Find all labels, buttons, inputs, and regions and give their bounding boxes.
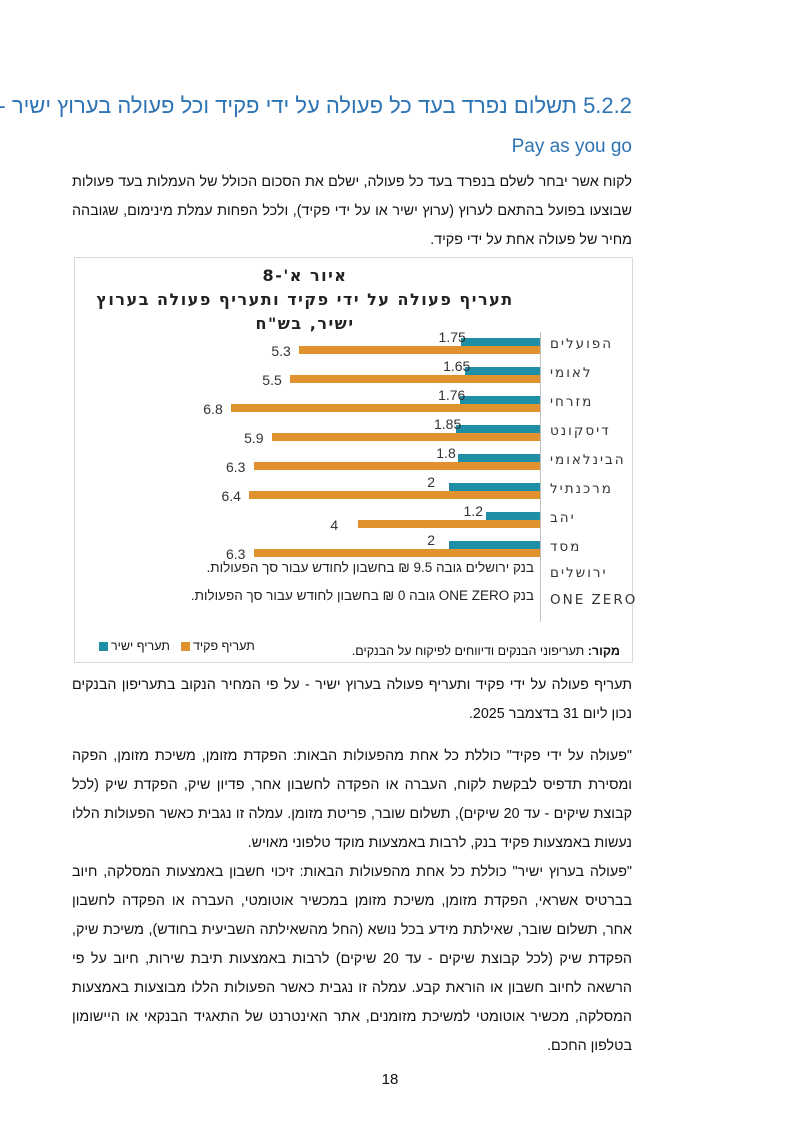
bar-chart: איור א'-8 תעריף פעולה על ידי פקיד ותעריף… [74, 257, 635, 663]
legend-item-direct: תעריף ישיר [99, 639, 170, 653]
data-label-direct: 2 [427, 532, 435, 548]
data-label-teller: 6.3 [225, 459, 246, 475]
bar-direct [485, 512, 540, 520]
source-label: מקור: [587, 644, 620, 658]
page-number: 18 [381, 1071, 399, 1088]
data-label-direct: 1.75 [438, 329, 466, 345]
data-label-teller: 5.5 [262, 372, 282, 388]
bar-direct [460, 338, 540, 346]
chart-note: בנק ירושלים גובה 9.5 ₪ בחשבון לחודש עבור… [206, 560, 535, 575]
data-label-teller: 6.8 [203, 401, 223, 417]
section-subheading: Pay as you go [511, 136, 632, 157]
bar-teller [231, 404, 540, 412]
bar-teller [358, 520, 540, 528]
category-label: מרכנתיל [550, 481, 613, 497]
legend-swatch-direct [99, 641, 108, 651]
chart-source: מקור: תעריפוני הבנקים ודיווחים לפיקוח על… [352, 644, 620, 658]
teller-definition-paragraph: "פעולה על ידי פקיד" כוללת כל אחת מהפעולו… [72, 748, 633, 851]
bar-teller [290, 375, 540, 383]
bar-direct [460, 396, 540, 404]
source-text: תעריפוני הבנקים ודיווחים לפיקוח על הבנקי… [351, 644, 588, 658]
chart-title-line3: ישיר, בש"ח [255, 314, 355, 333]
bar-direct [456, 425, 540, 433]
category-label: הבינלאומי [550, 452, 626, 468]
bar-teller [253, 462, 540, 470]
chart-caption-paragraph: תעריף פעולה על ידי פקיד ותעריף פעולה בער… [72, 677, 632, 722]
bar-direct [449, 483, 540, 491]
section-heading: 5.2.2 תשלום נפרד בעד כל פעולה על ידי פקי… [0, 93, 632, 118]
data-label-direct: 2 [427, 474, 435, 490]
data-label-teller: 6.3 [225, 546, 246, 562]
bar-direct [465, 367, 540, 375]
bar-teller [249, 491, 540, 499]
category-label: מזרחי [550, 394, 594, 410]
data-label-direct: 1.76 [438, 387, 466, 403]
legend-label-teller: תעריף פקיד [193, 639, 255, 653]
category-label: ירושלים [550, 565, 608, 581]
data-label-direct: 1.8 [436, 445, 456, 461]
data-label-teller: 4 [330, 517, 339, 533]
legend-label-direct: תעריף ישיר [111, 639, 170, 653]
data-label-direct: 1.65 [443, 358, 471, 374]
bar-teller [272, 433, 540, 441]
data-label-direct: 1.85 [434, 416, 462, 432]
category-label: ONE ZERO [550, 592, 638, 608]
chart-title-line2: תעריף פעולה על ידי פקיד ותעריף פעולה בער… [96, 290, 514, 309]
bar-teller [299, 346, 540, 354]
category-label: מסד [550, 539, 582, 555]
category-label: לאומי [550, 365, 593, 381]
bar-direct [449, 541, 540, 549]
intro-paragraph: לקוח אשר יבחר לשלם בנפרד בעד כל פעולה, י… [72, 174, 632, 248]
direct-channel-definition-paragraph: "פעולה בערוץ ישיר" כוללת כל אחת מהפעולות… [72, 864, 632, 1054]
chart-note: בנק ONE ZERO גובה 0 ₪ בחשבון לחודש עבור … [190, 588, 534, 603]
bar-teller [253, 549, 540, 557]
bar-direct [458, 454, 540, 462]
category-label: יהב [550, 510, 576, 526]
legend-item-teller: תעריף פקיד [181, 639, 255, 653]
category-label: דיסקונט [550, 423, 611, 439]
data-label-teller: 5.9 [244, 430, 264, 446]
category-axis [540, 332, 541, 622]
chart-title-line1: איור א'-8 [262, 266, 348, 285]
data-label-direct: 1.2 [463, 503, 483, 519]
data-label-teller: 5.3 [271, 343, 291, 359]
legend-swatch-teller [181, 641, 190, 651]
category-label: הפועלים [550, 336, 614, 352]
data-label-teller: 6.4 [221, 488, 241, 504]
